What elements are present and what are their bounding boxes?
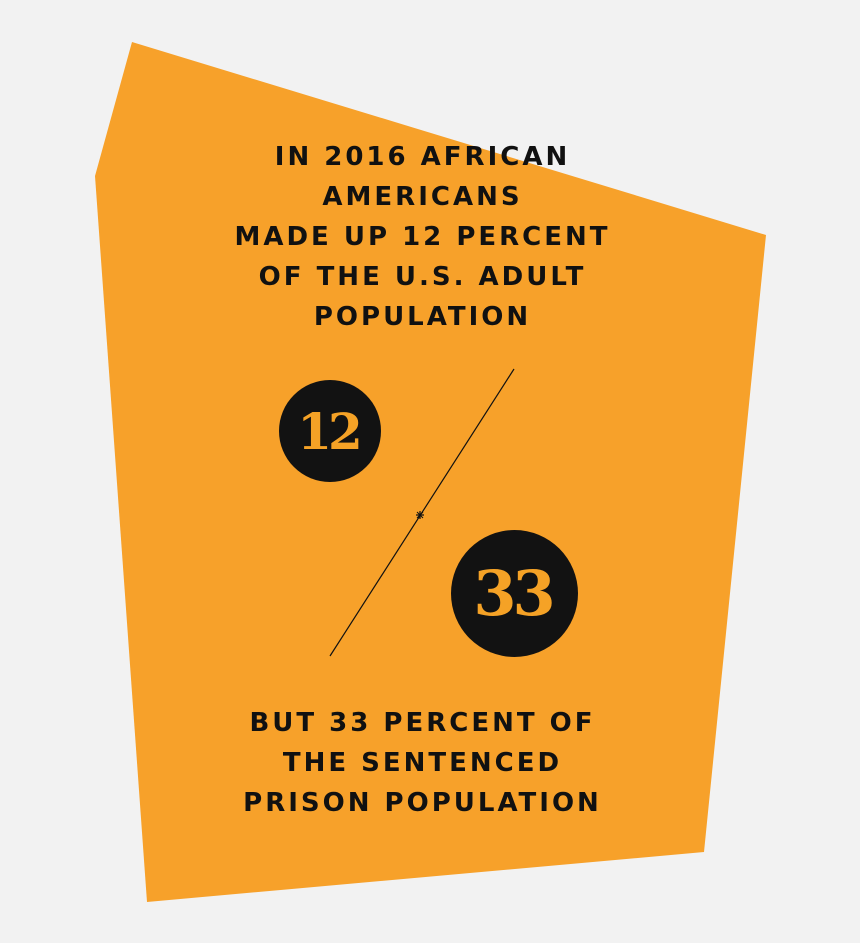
divider-star-icon — [416, 511, 424, 519]
footer-text: BUT 33 PERCENT OF THE SENTENCED PRISON P… — [150, 703, 695, 823]
headline-line-1: IN 2016 AFRICAN — [274, 142, 571, 172]
stat-circle-12: 12 — [279, 380, 381, 482]
headline-line-4: OF THE U.S. ADULT — [258, 262, 587, 292]
orange-polygon-shape — [95, 42, 766, 902]
headline-line-3: MADE UP 12 PERCENT — [234, 222, 611, 252]
stat-value-33: 33 — [473, 557, 555, 630]
footer-line-1: BUT 33 PERCENT OF — [249, 708, 596, 738]
stat-circle-33: 33 — [451, 530, 578, 657]
headline-line-2: AMERICANS — [322, 182, 523, 212]
headline-line-5: POPULATION — [313, 302, 532, 332]
stat-value-12: 12 — [297, 401, 363, 461]
headline-text: IN 2016 AFRICAN AMERICANS MADE UP 12 PER… — [150, 137, 695, 337]
footer-line-2: THE SENTENCED — [282, 748, 563, 778]
footer-line-3: PRISON POPULATION — [243, 788, 602, 818]
